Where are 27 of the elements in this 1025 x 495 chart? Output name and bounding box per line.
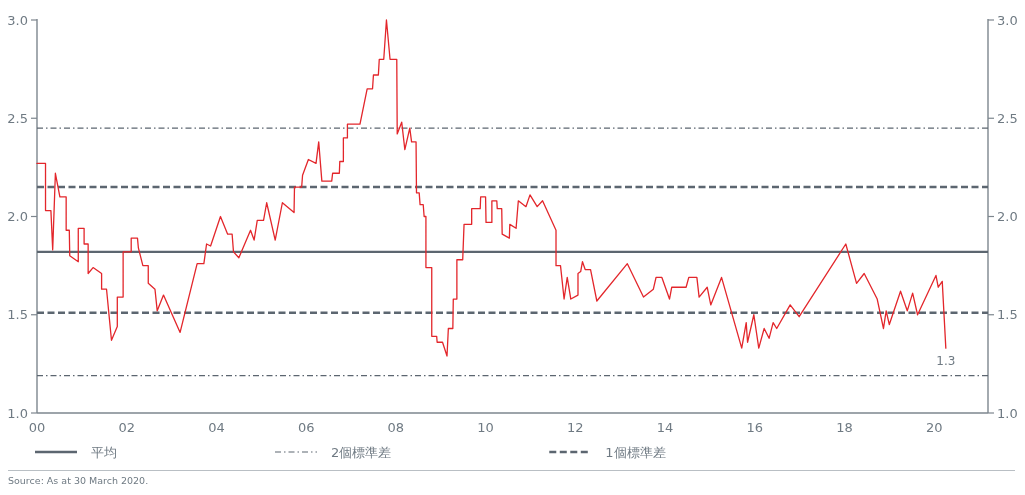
y-tick-label: 3.0 bbox=[7, 12, 28, 28]
x-tick-label: 08 bbox=[387, 420, 405, 435]
x-tick-label: 02 bbox=[118, 420, 135, 435]
y-tick-label: 2.5 bbox=[7, 110, 28, 126]
legend-label: 平均 bbox=[91, 444, 117, 460]
legend-label: 2個標準差 bbox=[331, 444, 392, 460]
annotation: 1.3 bbox=[936, 354, 956, 369]
x-tick-label: 04 bbox=[208, 420, 225, 435]
source-note: Source: As at 30 March 2020. bbox=[8, 475, 149, 486]
y2-tick-label: 2.5 bbox=[997, 110, 1018, 126]
x-tick-label: 16 bbox=[746, 420, 764, 435]
x-tick-label: 10 bbox=[477, 420, 494, 435]
x-tick-label: 14 bbox=[656, 420, 674, 435]
x-tick-label: 20 bbox=[925, 420, 943, 435]
y2-tick-label: 1.0 bbox=[997, 405, 1018, 421]
x-tick-label: 06 bbox=[297, 420, 315, 435]
x-tick-label: 00 bbox=[28, 420, 46, 435]
line-series bbox=[36, 19, 947, 357]
y2-tick-label: 3.0 bbox=[997, 12, 1018, 28]
x-tick-label: 18 bbox=[836, 420, 853, 435]
y2-tick-label: 2.0 bbox=[997, 209, 1018, 225]
x-tick-label: 12 bbox=[567, 420, 584, 435]
y-tick-label: 1.0 bbox=[7, 405, 28, 421]
y-tick-label: 1.5 bbox=[7, 307, 28, 323]
y2-tick-label: 1.5 bbox=[997, 307, 1018, 323]
legend-label: 1個標準差 bbox=[605, 444, 666, 460]
y-tick-label: 2.0 bbox=[7, 209, 28, 225]
